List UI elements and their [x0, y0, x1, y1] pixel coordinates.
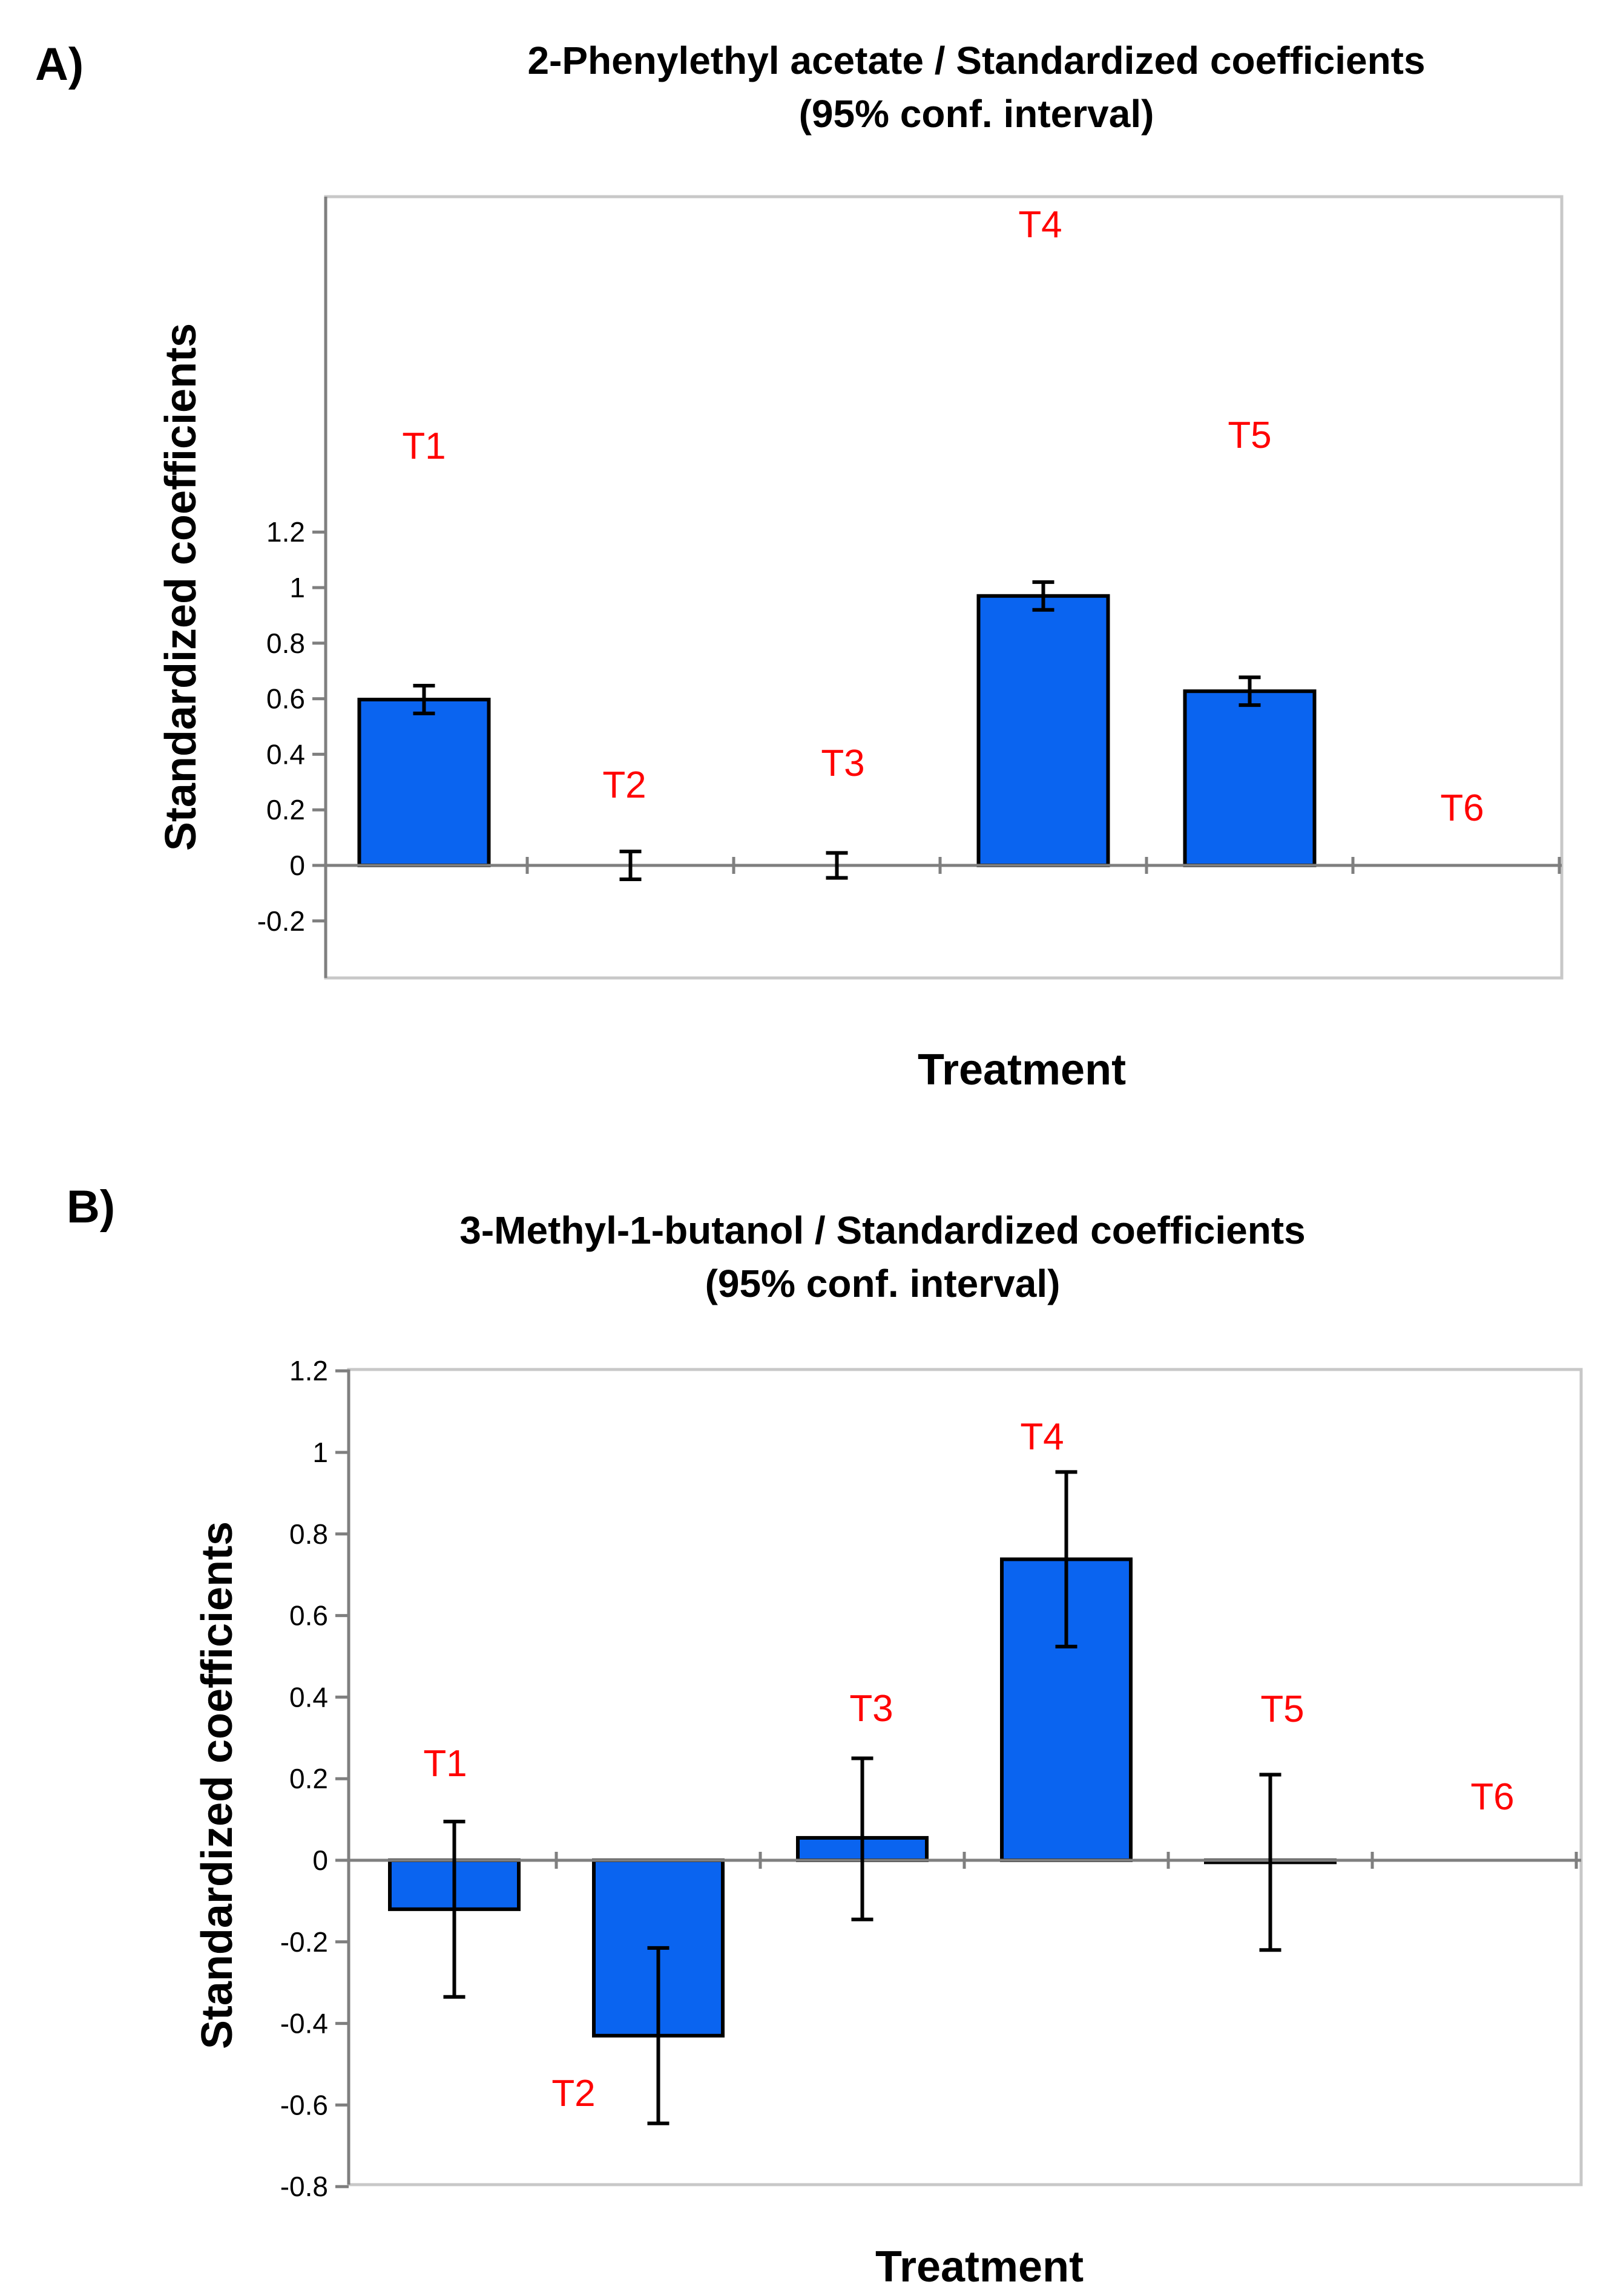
- bar: [1183, 689, 1317, 868]
- chart-a-data-labels: T1 T2 T3 T4 T5 T6: [402, 204, 1484, 829]
- category-label: T2: [551, 2073, 595, 2114]
- category-label: T3: [849, 1688, 893, 1730]
- y-tick-label: 1.2: [289, 1355, 328, 1386]
- error-bar: [851, 1756, 873, 1921]
- y-tick-label: 0.8: [289, 1518, 328, 1550]
- panel-label-a: A): [35, 39, 84, 90]
- error-bar: [619, 850, 642, 881]
- y-tick-label: 0: [289, 850, 305, 881]
- category-label: T1: [402, 425, 446, 467]
- y-tick-label: 0.2: [289, 1763, 328, 1794]
- error-bar: [1239, 675, 1261, 707]
- chart-a-y-axis-title: Standardized coefficients: [157, 323, 205, 851]
- category-label: T1: [423, 1743, 467, 1785]
- y-tick-label: 1: [312, 1437, 328, 1468]
- y-tick-label: 0.4: [266, 738, 305, 770]
- y-tick-label: -0.2: [280, 1926, 328, 1958]
- chart-a-x-axis: [326, 857, 1562, 874]
- chart-b: B) 3-Methyl-1-butanol / Standardized coe…: [67, 1181, 1583, 2291]
- chart-a: A) 2-Phenylethyl acetate / Standardized …: [35, 39, 1564, 1094]
- chart-a-title-line-1: 2-Phenylethyl acetate / Standardized coe…: [527, 39, 1425, 82]
- chart-a-plot-area: [324, 195, 1564, 980]
- chart-a-y-axis: -0.2 0 0.2 0.4 0.6 0.8 1 1.2: [257, 197, 327, 978]
- error-bar: [1032, 580, 1054, 612]
- y-tick-label: 0.6: [266, 683, 305, 715]
- chart-b-title-line-1: 3-Methyl-1-butanol / Standardized coeffi…: [459, 1209, 1306, 1252]
- y-tick-label: 1.2: [266, 516, 305, 548]
- y-tick-label: 0.4: [289, 1681, 328, 1713]
- category-label: T6: [1470, 1776, 1514, 1818]
- chart-a-title-line-2: (95% conf. interval): [799, 92, 1154, 136]
- panel-label-b: B): [67, 1181, 115, 1233]
- error-bar: [1259, 1773, 1281, 1952]
- bar: [357, 697, 491, 868]
- bar: [976, 594, 1110, 868]
- y-tick-label: 0.2: [266, 794, 305, 825]
- chart-b-plot-area: [347, 1368, 1583, 2186]
- error-bar: [826, 851, 848, 880]
- category-label: T5: [1228, 415, 1271, 456]
- chart-b-y-axis: -0.8 -0.6 -0.4 -0.2 0 0.2 0.4 0.6 0.8 1 1.2: [280, 1355, 350, 2202]
- error-bar: [443, 1819, 466, 1999]
- category-label: T3: [821, 743, 864, 784]
- chart-a-bars: [357, 594, 1317, 868]
- chart-b-x-axis-title: Treatment: [875, 2243, 1084, 2291]
- chart-b-title-line-2: (95% conf. interval): [705, 1262, 1061, 1305]
- chart-b-data-labels: T1 T2 T3 T4 T5 T6: [423, 1416, 1514, 2114]
- category-label: T4: [1020, 1416, 1064, 1458]
- chart-a-x-axis-title: Treatment: [918, 1046, 1126, 1094]
- y-tick-label: 1: [289, 572, 305, 603]
- category-label: T2: [602, 764, 646, 806]
- y-tick-label: -0.4: [280, 2008, 328, 2039]
- y-tick-label: -0.8: [280, 2171, 328, 2202]
- error-bar: [647, 1946, 669, 2125]
- chart-a-error-bars: [413, 580, 1261, 881]
- chart-b-y-axis-title: Standardized coefficients: [193, 1521, 242, 2049]
- y-tick-label: -0.6: [280, 2089, 328, 2121]
- error-bar: [413, 684, 435, 715]
- y-tick-label: 0: [312, 1845, 328, 1876]
- chart-b-error-bars: [443, 1470, 1281, 2125]
- error-bar: [1055, 1470, 1077, 1648]
- category-label: T4: [1018, 204, 1062, 246]
- y-tick-label: -0.2: [257, 905, 305, 937]
- category-label: T6: [1440, 787, 1484, 829]
- category-label: T5: [1260, 1688, 1304, 1730]
- chart-b-x-axis: [349, 1852, 1581, 1869]
- y-tick-label: 0.8: [266, 628, 305, 659]
- y-tick-label: 0.6: [289, 1600, 328, 1632]
